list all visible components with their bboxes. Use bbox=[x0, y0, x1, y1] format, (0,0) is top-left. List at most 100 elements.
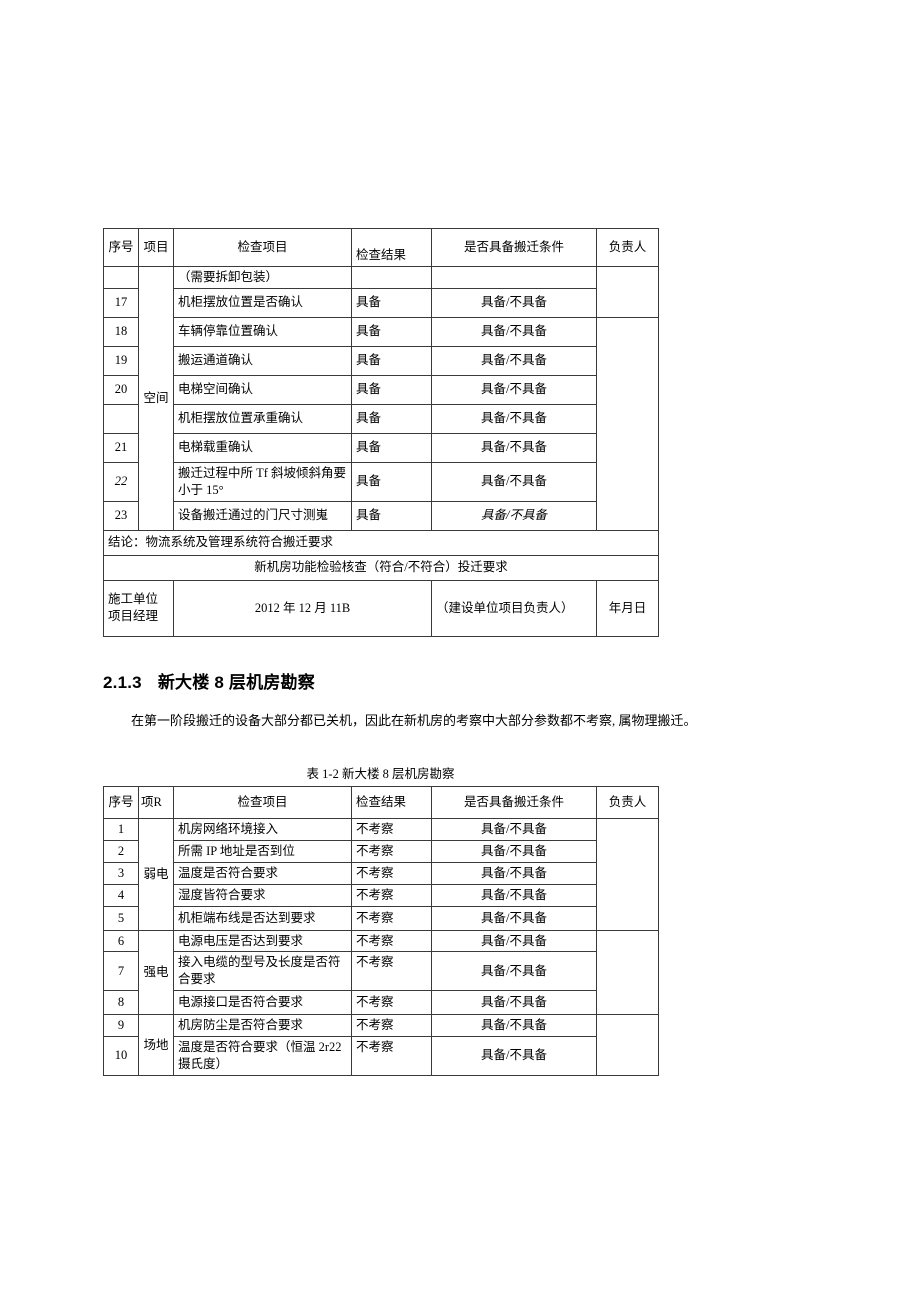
cell-condition: 具备/不具备 bbox=[431, 500, 597, 531]
cell-index: 21 bbox=[103, 432, 139, 463]
table-row: 6 强电 电源电压是否达到要求 不考察 具备/不具备 bbox=[103, 929, 659, 1016]
cell-owner bbox=[596, 818, 659, 931]
cell-condition: 具备/不具备 bbox=[431, 345, 597, 376]
cell-result: 具备 bbox=[351, 316, 432, 347]
cell-project-group: 空间 bbox=[138, 266, 174, 531]
header-owner: 负责人 bbox=[596, 228, 659, 267]
cell-condition: 具备/不具备 bbox=[431, 818, 597, 841]
cell-project-group: 弱电 bbox=[138, 818, 174, 931]
table-row: 18 车辆停靠位置确认 具备 具备/不具备 bbox=[103, 316, 659, 531]
cell-project-group: 场地 bbox=[138, 1014, 174, 1076]
table-row: 20 电梯空间确认 具备 具备/不具备 bbox=[103, 374, 659, 405]
header-result: 检查结果 bbox=[351, 786, 432, 819]
table-row: 23 设备搬迁通过的门尺寸测嵬 具备 具备/不具备 bbox=[103, 500, 659, 531]
cell-result: 不考察 bbox=[351, 883, 432, 907]
cell-result: 不考察 bbox=[351, 839, 432, 863]
table-row: 8 电源接口是否符合要求 不考察 具备/不具备 bbox=[103, 990, 659, 1016]
cell-result: 不考察 bbox=[351, 1014, 432, 1037]
cell-index: 20 bbox=[103, 374, 139, 405]
cell-index: 9 bbox=[103, 1014, 139, 1037]
cell-condition: 具备/不具备 bbox=[431, 951, 597, 992]
body-paragraph: 在第一阶段搬迁的设备大部分都已关机，因此在新机房的考察中大部分参数都不考察, 属… bbox=[131, 713, 697, 728]
cell-condition: 具备/不具备 bbox=[431, 461, 597, 502]
room-survey-table: 序号 项R 检查项目 检查结果 是否具备搬迁条件 负责人 1 弱电 机房网络环境… bbox=[103, 786, 659, 1076]
cell-item: 车辆停靠位置确认 bbox=[173, 316, 352, 347]
cell-index: 7 bbox=[103, 951, 139, 992]
cell-index: 3 bbox=[103, 861, 139, 885]
table-row: 1 弱电 机房网络环境接入 不考察 具备/不具备 bbox=[103, 818, 659, 931]
table-row: 3 温度是否符合要求 不考察 具备/不具备 bbox=[103, 861, 659, 885]
conclusion-text: 结论：物流系统及管理系统符合搬迁要求 bbox=[103, 529, 659, 556]
cell-condition: 具备/不具备 bbox=[431, 883, 597, 907]
cell-condition: 具备/不具备 bbox=[431, 316, 597, 347]
cell-item: 湿度皆符合要求 bbox=[173, 883, 352, 907]
cell-item: 机柜端布线是否达到要求 bbox=[173, 905, 352, 931]
cell-item: 所需 IP 地址是否到位 bbox=[173, 839, 352, 863]
cell-owner bbox=[596, 1014, 659, 1076]
cell-index: 18 bbox=[103, 316, 139, 347]
cell-index: 8 bbox=[103, 990, 139, 1016]
cell-condition: 具备/不具备 bbox=[431, 403, 597, 434]
cell-result: 不考察 bbox=[351, 905, 432, 931]
cell-index: 4 bbox=[103, 883, 139, 907]
cell-result: 不考察 bbox=[351, 951, 432, 992]
cell-condition: 具备/不具备 bbox=[431, 905, 597, 931]
cell-condition: 具备/不具备 bbox=[431, 861, 597, 885]
cell-item: 电梯空间确认 bbox=[173, 374, 352, 405]
cell-item: 温度是否符合要求 bbox=[173, 861, 352, 885]
table-row: 2 所需 IP 地址是否到位 不考察 具备/不具备 bbox=[103, 839, 659, 863]
cell-condition: 具备/不具备 bbox=[431, 1036, 597, 1076]
header-condition: 是否具备搬迁条件 bbox=[431, 786, 597, 819]
page-title: 2.1.3 新大楼 8 层机房勘察 bbox=[103, 668, 315, 693]
cell-index: 10 bbox=[103, 1036, 139, 1076]
cell-result: 具备 bbox=[351, 403, 432, 434]
subheader-text: 新机房功能检验核查（符合/不符合）投迁要求 bbox=[103, 554, 659, 581]
cell-item: 机房防尘是否符合要求 bbox=[173, 1014, 352, 1037]
cell-owner bbox=[596, 316, 659, 531]
cell-result: 具备 bbox=[351, 461, 432, 502]
cell-item: 机房网络环境接入 bbox=[173, 818, 352, 841]
cell-condition: 具备/不具备 bbox=[431, 432, 597, 463]
header-index: 序号 bbox=[103, 228, 139, 267]
cell-owner bbox=[596, 266, 659, 318]
cell-index bbox=[103, 403, 139, 434]
header-condition: 是否具备搬迁条件 bbox=[431, 228, 597, 267]
cell-index: 1 bbox=[103, 818, 139, 841]
footer-ymd: 年月日 bbox=[596, 579, 659, 637]
table-row: 5 机柜端布线是否达到要求 不考察 具备/不具备 bbox=[103, 905, 659, 931]
relocation-condition-table: 序号 项目 检查项目 检查结果 是否具备搬迁条件 负责人 空间 （需要拆卸包装）… bbox=[103, 228, 659, 637]
cell-condition: 具备/不具备 bbox=[431, 990, 597, 1016]
cell-owner bbox=[596, 929, 659, 1016]
header-result: 检查结果 bbox=[351, 228, 432, 267]
table-row: 4 湿度皆符合要求 不考察 具备/不具备 bbox=[103, 883, 659, 907]
table-row: 9 场地 机房防尘是否符合要求 不考察 具备/不具备 bbox=[103, 1014, 659, 1076]
cell-result: 不考察 bbox=[351, 861, 432, 885]
table-caption: 表 1-2 新大楼 8 层机房勘察 bbox=[306, 767, 455, 781]
cell-item: 电源接口是否符合要求 bbox=[173, 990, 352, 1016]
section-title: 新大楼 8 层机房勘察 bbox=[157, 673, 315, 692]
cell-condition bbox=[431, 266, 597, 289]
cell-index: 19 bbox=[103, 345, 139, 376]
cell-index: 22 bbox=[103, 461, 139, 502]
header-project: 项R bbox=[138, 786, 174, 819]
cell-result: 具备 bbox=[351, 374, 432, 405]
table-row: 21 电梯载重确认 具备 具备/不具备 bbox=[103, 432, 659, 463]
cell-condition: 具备/不具备 bbox=[431, 839, 597, 863]
signature-row: 施工单位项目经理 2012 年 12 月 11B （建设单位项目负责人） 年月日 bbox=[103, 579, 659, 637]
cell-item: 温度是否符合要求（恒温 2r22 摄氏度） bbox=[173, 1036, 352, 1076]
table-row: 22 搬迁过程中所 Tf 斜坡倾斜角要小于 15° 具备 具备/不具备 bbox=[103, 461, 659, 502]
cell-result: 具备 bbox=[351, 287, 432, 318]
cell-index: 2 bbox=[103, 839, 139, 863]
table-row: 机柜摆放位置承重确认 具备 具备/不具备 bbox=[103, 403, 659, 434]
cell-project-group: 强电 bbox=[138, 929, 174, 1016]
cell-item: 电梯载重确认 bbox=[173, 432, 352, 463]
cell-index: 17 bbox=[103, 287, 139, 318]
cell-item: 机柜摆放位置承重确认 bbox=[173, 403, 352, 434]
footer-role: 施工单位项目经理 bbox=[103, 579, 174, 637]
cell-condition: 具备/不具备 bbox=[431, 374, 597, 405]
cell-result: 不考察 bbox=[351, 818, 432, 841]
cell-index: 5 bbox=[103, 905, 139, 931]
table1-header-row: 序号 项目 检查项目 检查结果 是否具备搬迁条件 负责人 bbox=[103, 228, 659, 267]
conclusion-row: 结论：物流系统及管理系统符合搬迁要求 bbox=[103, 529, 659, 556]
